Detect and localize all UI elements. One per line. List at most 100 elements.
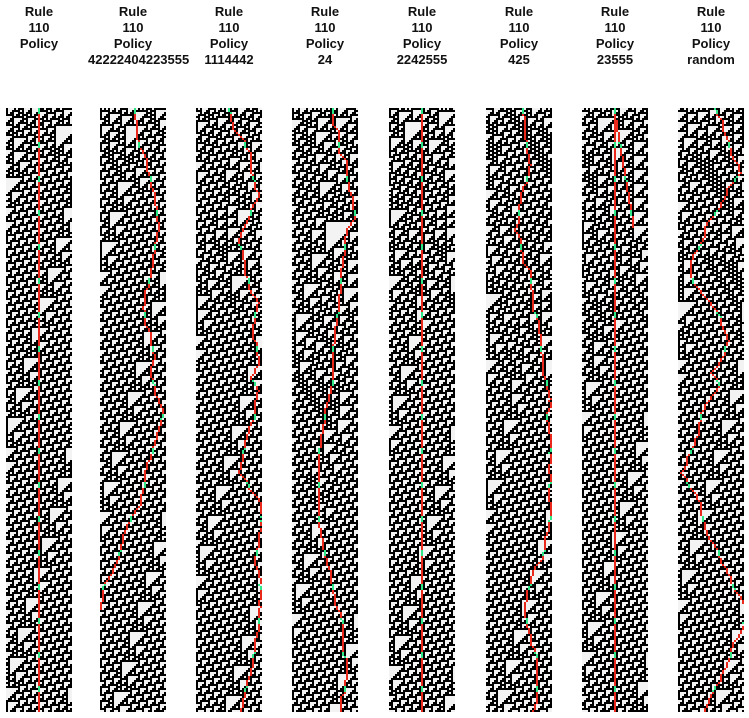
path-cell (352, 202, 354, 204)
path-cell (616, 130, 618, 132)
cell-row (104, 696, 164, 698)
path-cell (614, 550, 616, 552)
path-cell (250, 160, 252, 162)
cell-row (8, 698, 68, 700)
path-cell (38, 338, 40, 340)
path-cell (38, 278, 40, 280)
cell-row (12, 466, 72, 468)
path-cell (334, 604, 336, 606)
path-cell (242, 460, 244, 462)
path-cell (38, 666, 40, 668)
cell-row (100, 492, 166, 494)
cell-row (486, 252, 552, 254)
path-cell (142, 492, 144, 494)
path-cell (526, 150, 528, 152)
path-cell (542, 364, 544, 366)
cell-row (292, 450, 358, 452)
path-cell (254, 188, 256, 190)
path-cell (614, 238, 616, 240)
path-cell (548, 392, 550, 394)
path-cell (614, 152, 616, 154)
path-cell (120, 548, 122, 550)
cell-row (294, 442, 358, 444)
cell-row (292, 222, 358, 224)
path-cell (530, 644, 532, 646)
cell-row (294, 178, 358, 180)
cell-row (100, 460, 166, 462)
cell-row (586, 684, 638, 686)
path-cell (142, 306, 144, 308)
path-cell (526, 142, 528, 144)
path-cell (38, 350, 40, 352)
cell-row (399, 670, 453, 672)
path-cell (740, 596, 742, 598)
path-cell (421, 142, 423, 144)
cell-row (8, 372, 70, 374)
path-cell (140, 496, 142, 498)
cell-row (294, 362, 354, 364)
cell-row (196, 364, 262, 366)
path-cell (540, 334, 542, 336)
cell-row (389, 490, 455, 492)
cell-row (104, 408, 166, 410)
path-cell (248, 286, 250, 288)
path-cell (38, 592, 40, 594)
path-cell (38, 604, 40, 606)
cell-row (292, 662, 352, 664)
cell-row (294, 192, 358, 194)
cell-row (292, 492, 358, 494)
path-cell (256, 310, 258, 312)
cell-row (393, 132, 453, 134)
cell-row (678, 642, 744, 644)
cell-row (584, 612, 646, 614)
path-cell (344, 238, 346, 240)
path-cell (614, 130, 616, 132)
cell-row (296, 700, 356, 702)
path-cell (256, 386, 258, 388)
path-cell (632, 226, 634, 228)
cell-row (292, 158, 358, 160)
path-cell (704, 406, 706, 408)
cell-row (196, 348, 262, 350)
cell-row (6, 592, 68, 594)
path-cell (708, 538, 710, 540)
path-cell (530, 164, 532, 166)
path-cell (144, 300, 146, 302)
path-cell (524, 136, 526, 138)
path-cell (614, 150, 616, 152)
path-cell (152, 258, 154, 260)
cell-row (588, 334, 648, 336)
cell-row (294, 674, 356, 676)
path-cell (154, 442, 156, 444)
cell-row (678, 402, 744, 404)
cell-row (196, 188, 260, 190)
path-cell (694, 492, 696, 494)
path-cell (330, 392, 332, 394)
cell-row (200, 356, 262, 358)
cell-row (196, 308, 256, 310)
cell-row (6, 458, 66, 460)
path-cell (254, 320, 256, 322)
cell-row (486, 636, 552, 638)
path-cell (421, 382, 423, 384)
path-cell (246, 220, 248, 222)
cell-row (100, 510, 166, 512)
path-cell (632, 220, 634, 222)
cell-row (582, 242, 646, 244)
path-cell (252, 330, 254, 332)
cell-row (100, 486, 162, 488)
cell-row (486, 480, 552, 482)
path-cell (421, 310, 423, 312)
path-cell (421, 652, 423, 654)
path-cell (258, 540, 260, 542)
path-cell (38, 690, 40, 692)
cell-row (102, 522, 162, 524)
cell-row (196, 640, 262, 642)
path-cell (614, 628, 616, 630)
cell-row (584, 158, 648, 160)
path-cell (544, 542, 546, 544)
cell-row (298, 266, 358, 268)
path-cell (38, 444, 40, 446)
path-cell (318, 454, 320, 456)
cell-row (678, 500, 744, 502)
